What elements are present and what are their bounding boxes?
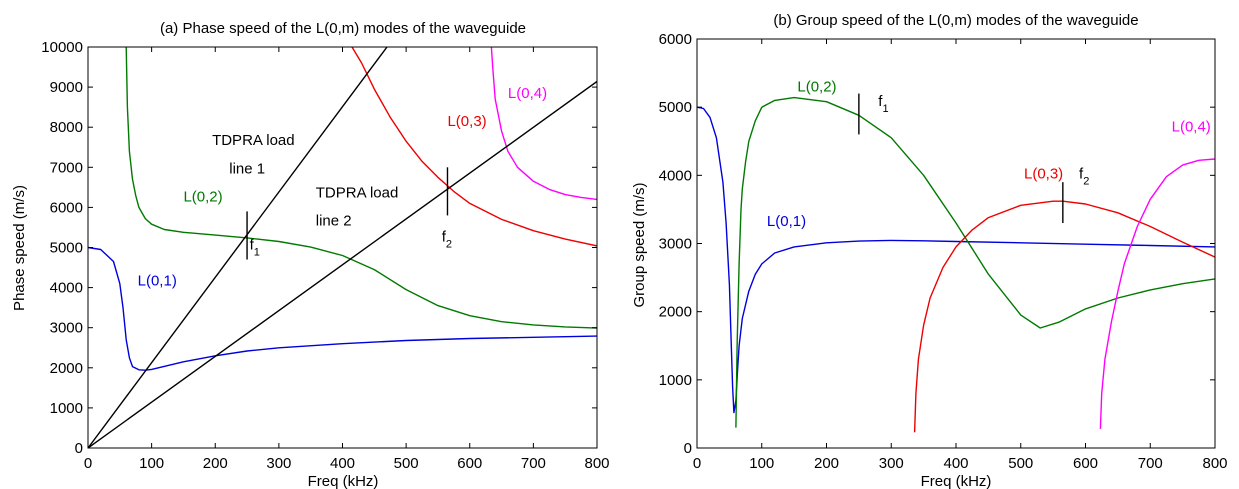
x-tick-label: 0 [84,455,92,472]
x-tick-label: 400 [943,455,968,472]
y-tick-label: 5000 [659,99,692,116]
series-l-0-4 [1099,158,1215,429]
frequency-marker-label: f2 [442,228,452,250]
x-tick-label: 500 [1008,455,1033,472]
y-axis-label: Group speed (m/s) [631,182,648,307]
y-tick-label: 1000 [50,400,83,417]
x-axis-label: Freq (kHz) [308,473,379,489]
annotation-label: L(0,2) [183,188,222,205]
x-tick-label: 600 [457,455,482,472]
y-tick-label: 1000 [659,372,692,389]
x-tick-label: 700 [521,455,546,472]
annotation-label: L(0,3) [1024,166,1063,183]
series-l-0-3 [351,47,597,247]
annotation-label: L(0,4) [1172,119,1211,136]
y-tick-label: 4000 [50,280,83,297]
y-tick-label: 6000 [50,199,83,216]
y-tick-label: 10000 [41,39,83,56]
y-tick-label: 7000 [50,159,83,176]
chart-phase-speed: (a) Phase speed of the L(0,m) modes of t… [11,20,610,489]
annotation-label: L(0,2) [797,78,836,95]
y-tick-label: 9000 [50,79,83,96]
x-tick-label: 400 [330,455,355,472]
annotation-label: TDPRA load [316,184,399,201]
series-l-0-4 [490,47,597,201]
y-tick-label: 8000 [50,119,83,136]
chart-title: (b) Group speed of the L(0,m) modes of t… [773,12,1138,29]
y-tick-label: 0 [75,440,83,457]
x-axis-label: Freq (kHz) [921,473,992,489]
y-tick-label: 6000 [659,31,692,48]
x-tick-label: 200 [203,455,228,472]
x-tick-label: 100 [139,455,164,472]
x-tick-label: 200 [814,455,839,472]
series-l-0-3 [913,200,1215,433]
series-load-line [88,80,597,448]
series-load-line [88,47,388,448]
x-tick-label: 0 [693,455,701,472]
y-tick-label: 3000 [50,320,83,337]
annotation-label: L(0,3) [447,113,486,130]
y-axis-label: Phase speed (m/s) [11,185,28,311]
frequency-marker-label: f1 [250,237,260,259]
y-tick-label: 4000 [659,167,692,184]
annotation-label: TDPRA load [212,132,295,149]
annotation-label: line 1 [229,160,265,177]
chart-group-speed: (b) Group speed of the L(0,m) modes of t… [631,12,1228,489]
annotation-label: L(0,1) [767,213,806,230]
x-tick-label: 100 [749,455,774,472]
x-tick-label: 300 [879,455,904,472]
y-tick-label: 2000 [50,360,83,377]
frequency-marker-label: f2 [1079,166,1089,188]
x-tick-label: 800 [1202,455,1227,472]
frequency-marker-label: f1 [878,93,888,115]
x-tick-label: 800 [584,455,609,472]
x-tick-label: 700 [1138,455,1163,472]
series-l-0-1 [697,106,1215,414]
annotation-label: L(0,4) [508,85,547,102]
y-tick-label: 5000 [50,240,83,257]
chart-title: (a) Phase speed of the L(0,m) modes of t… [160,20,526,37]
series-l-0-1 [88,246,597,371]
y-tick-label: 2000 [659,304,692,321]
annotation-label: line 2 [316,212,352,229]
y-tick-label: 3000 [659,236,692,253]
annotation-label: L(0,1) [138,273,177,290]
y-tick-label: 0 [684,440,692,457]
x-tick-label: 500 [394,455,419,472]
x-tick-label: 300 [266,455,291,472]
x-tick-label: 600 [1073,455,1098,472]
series-l-0-2 [735,96,1215,428]
